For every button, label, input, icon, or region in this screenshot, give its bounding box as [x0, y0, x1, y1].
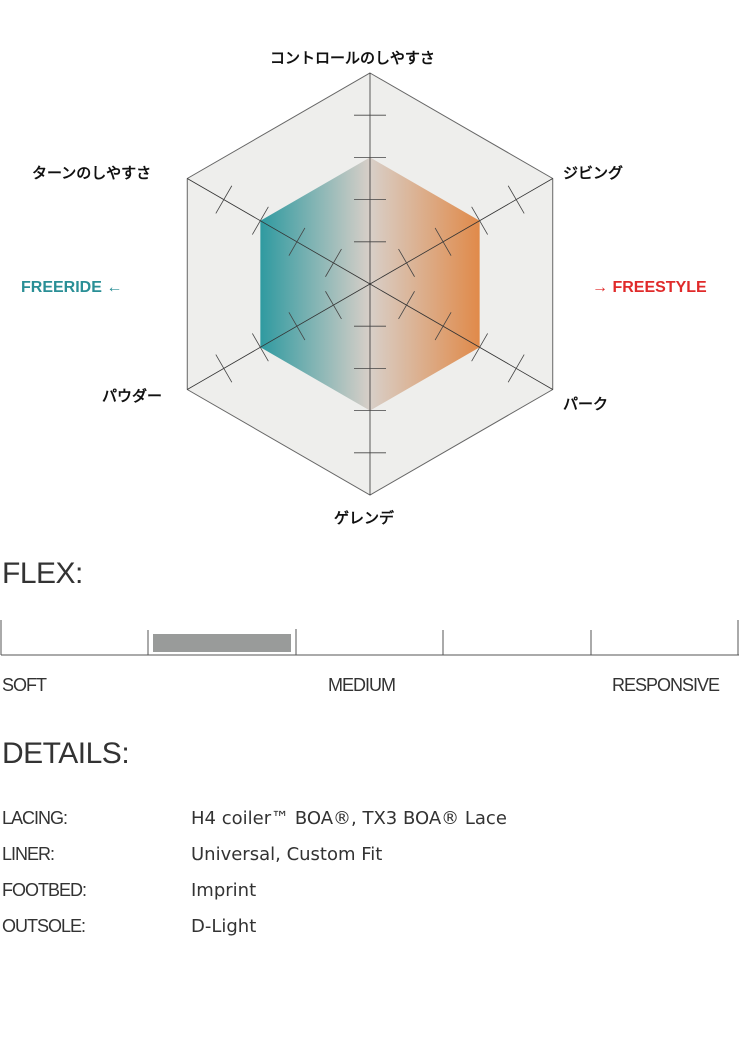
- flex-scale: [0, 620, 739, 656]
- details-title: DETAILS:: [2, 737, 130, 770]
- radar-tick: [471, 333, 488, 362]
- radar-tick: [398, 248, 415, 277]
- radar-tick: [507, 185, 525, 214]
- radar-axis-line: [187, 283, 371, 390]
- radar-tick: [398, 291, 415, 320]
- radar-tick: [325, 248, 342, 277]
- radar-axis-line: [369, 283, 553, 390]
- arrow-left-icon: ←: [106, 279, 123, 296]
- radar-tick: [252, 333, 269, 362]
- freestyle-label: FREESTYLE: [612, 279, 707, 296]
- radar-tick: [434, 312, 452, 341]
- detail-value: Imprint: [191, 880, 257, 901]
- freestyle-direction: → FREESTYLE: [592, 279, 707, 297]
- freeride-direction: FREERIDE ←: [21, 279, 122, 297]
- detail-key: FOOTBED:: [2, 880, 87, 900]
- arrow-right-icon: →: [592, 279, 608, 296]
- radar-axis-line: [187, 178, 371, 285]
- flex-title: FLEX:: [2, 557, 83, 590]
- radar-tick: [434, 227, 452, 256]
- detail-key: OUTSOLE:: [2, 916, 86, 936]
- axis-label-turning: ターンのしやすさ: [32, 164, 152, 182]
- radar-chart: [186, 72, 554, 496]
- radar-tick: [288, 227, 306, 256]
- freeride-label: FREERIDE: [21, 279, 102, 296]
- radar-tick: [288, 312, 306, 341]
- radar-tick: [252, 206, 269, 235]
- detail-key: LACING:: [2, 808, 68, 828]
- radar-tick: [325, 291, 342, 320]
- axis-label-jibbing: ジビング: [563, 164, 624, 182]
- radar-tick: [215, 185, 233, 214]
- radar-tick: [215, 354, 233, 383]
- axis-label-park: パーク: [563, 395, 609, 413]
- axis-label-control: コントロールのしやすさ: [270, 49, 435, 67]
- detail-key: LINER:: [2, 844, 55, 864]
- detail-value: H4 coiler™ BOA®, TX3 BOA® Lace: [191, 808, 507, 829]
- detail-value: Universal, Custom Fit: [191, 844, 383, 865]
- flex-label-soft: SOFT: [2, 675, 47, 695]
- radar-tick: [471, 206, 488, 235]
- detail-value: D-Light: [191, 916, 257, 937]
- radar-tick: [507, 354, 525, 383]
- flex-label-responsive: RESPONSIVE: [612, 675, 720, 695]
- flex-label-medium: MEDIUM: [328, 675, 396, 695]
- radar-axis-line: [369, 178, 553, 285]
- axis-label-powder: パウダー: [102, 387, 163, 405]
- axis-label-groomer: ゲレンデ: [334, 509, 395, 527]
- flex-fill: [153, 634, 291, 652]
